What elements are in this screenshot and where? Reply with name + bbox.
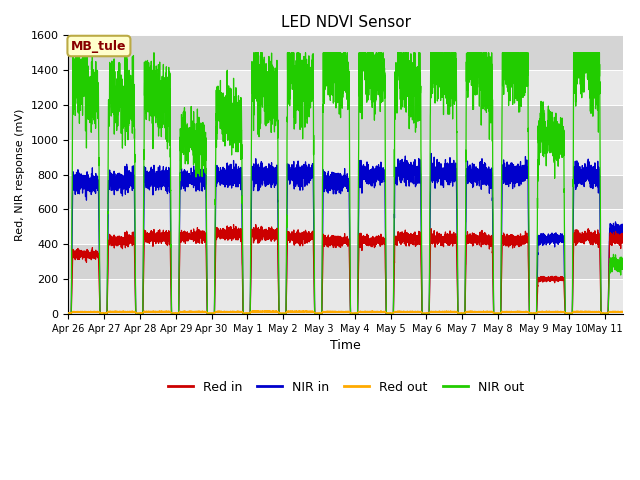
Y-axis label: Red, NIR response (mV): Red, NIR response (mV) [15,108,25,241]
Bar [68,140,623,175]
Bar [68,209,623,244]
Title: LED NDVI Sensor: LED NDVI Sensor [281,15,411,30]
Bar [68,105,623,140]
X-axis label: Time: Time [330,339,361,352]
Legend: Red in, NIR in, Red out, NIR out: Red in, NIR in, Red out, NIR out [163,376,529,399]
Text: MB_tule: MB_tule [71,39,127,52]
Bar [68,279,623,314]
Bar [68,175,623,209]
Bar [68,36,623,70]
Bar [68,244,623,279]
Bar [68,70,623,105]
